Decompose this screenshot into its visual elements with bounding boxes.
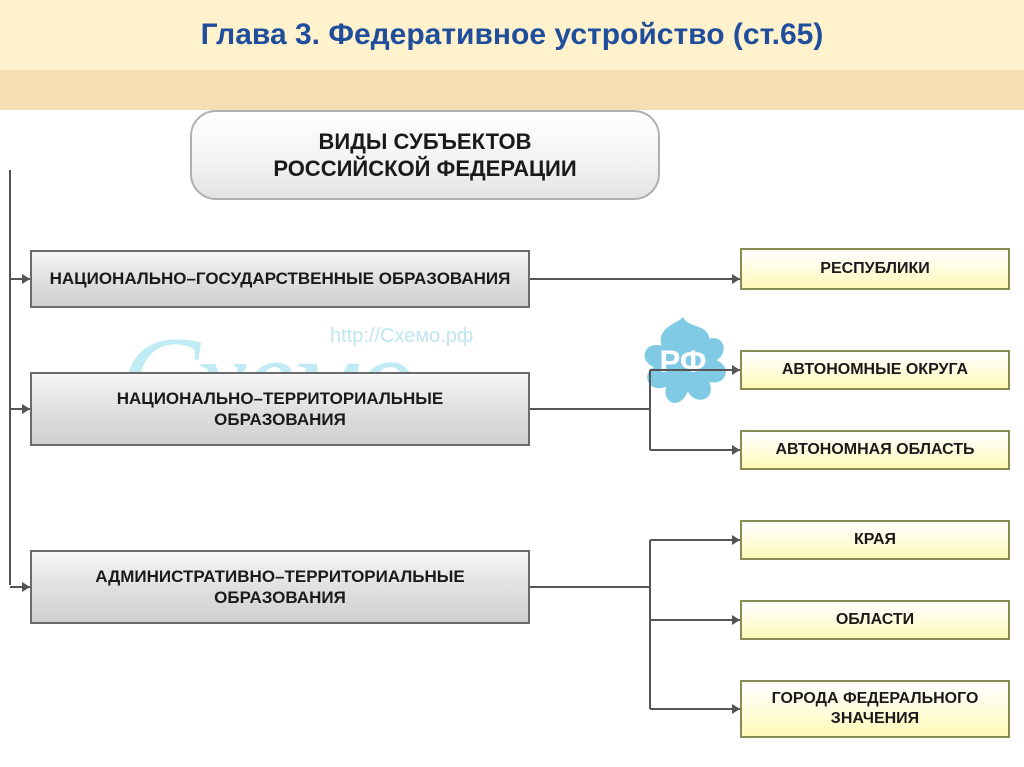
- category-2-line1: НАЦИОНАЛЬНО–ТЕРРИТОРИАЛЬНЫЕ: [117, 388, 444, 409]
- leaf-node-3: АВТОНОМНАЯ ОБЛАСТЬ: [740, 430, 1010, 470]
- leaf-6-line2: ЗНАЧЕНИЯ: [831, 709, 919, 729]
- leaf-node-6: ГОРОДА ФЕДЕРАЛЬНОГО ЗНАЧЕНИЯ: [740, 680, 1010, 738]
- leaf-1-label: РЕСПУБЛИКИ: [820, 259, 929, 279]
- leaf-6-line1: ГОРОДА ФЕДЕРАЛЬНОГО: [772, 689, 979, 709]
- root-line2: РОССИЙСКОЙ ФЕДЕРАЦИИ: [273, 155, 576, 183]
- leaf-2-label: АВТОНОМНЫЕ ОКРУГА: [782, 360, 968, 380]
- category-node-1: НАЦИОНАЛЬНО–ГОСУДАРСТВЕННЫЕ ОБРАЗОВАНИЯ: [30, 250, 530, 308]
- category-3-line2: ОБРАЗОВАНИЯ: [214, 587, 346, 608]
- category-1-label: НАЦИОНАЛЬНО–ГОСУДАРСТВЕННЫЕ ОБРАЗОВАНИЯ: [50, 268, 511, 289]
- root-node: ВИДЫ СУБЪЕКТОВ РОССИЙСКОЙ ФЕДЕРАЦИИ: [190, 110, 660, 200]
- watermark-url: http://Схемо.рф: [330, 325, 473, 348]
- category-2-line2: ОБРАЗОВАНИЯ: [214, 409, 346, 430]
- leaf-node-1: РЕСПУБЛИКИ: [740, 248, 1010, 290]
- leaf-node-2: АВТОНОМНЫЕ ОКРУГА: [740, 350, 1010, 390]
- watermark-splat-icon: РФ: [608, 305, 758, 425]
- leaf-node-4: КРАЯ: [740, 520, 1010, 560]
- leaf-4-label: КРАЯ: [854, 530, 896, 550]
- diagram-area: Схемо http://Схемо.рф РФ ВИДЫ СУБЪЕКТОВ …: [0, 110, 1024, 767]
- leaf-3-label: АВТОНОМНАЯ ОБЛАСТЬ: [775, 440, 974, 460]
- leaf-5-label: ОБЛАСТИ: [836, 610, 914, 630]
- page-title: Глава 3. Федеративное устройство (ст.65): [0, 18, 1024, 52]
- category-node-2: НАЦИОНАЛЬНО–ТЕРРИТОРИАЛЬНЫЕ ОБРАЗОВАНИЯ: [30, 372, 530, 446]
- category-3-line1: АДМИНИСТРАТИВНО–ТЕРРИТОРИАЛЬНЫЕ: [95, 566, 465, 587]
- leaf-node-5: ОБЛАСТИ: [740, 600, 1010, 640]
- root-line1: ВИДЫ СУБЪЕКТОВ: [319, 128, 532, 156]
- watermark-badge: РФ: [659, 344, 706, 379]
- category-node-3: АДМИНИСТРАТИВНО–ТЕРРИТОРИАЛЬНЫЕ ОБРАЗОВА…: [30, 550, 530, 624]
- title-bar: Глава 3. Федеративное устройство (ст.65): [0, 0, 1024, 70]
